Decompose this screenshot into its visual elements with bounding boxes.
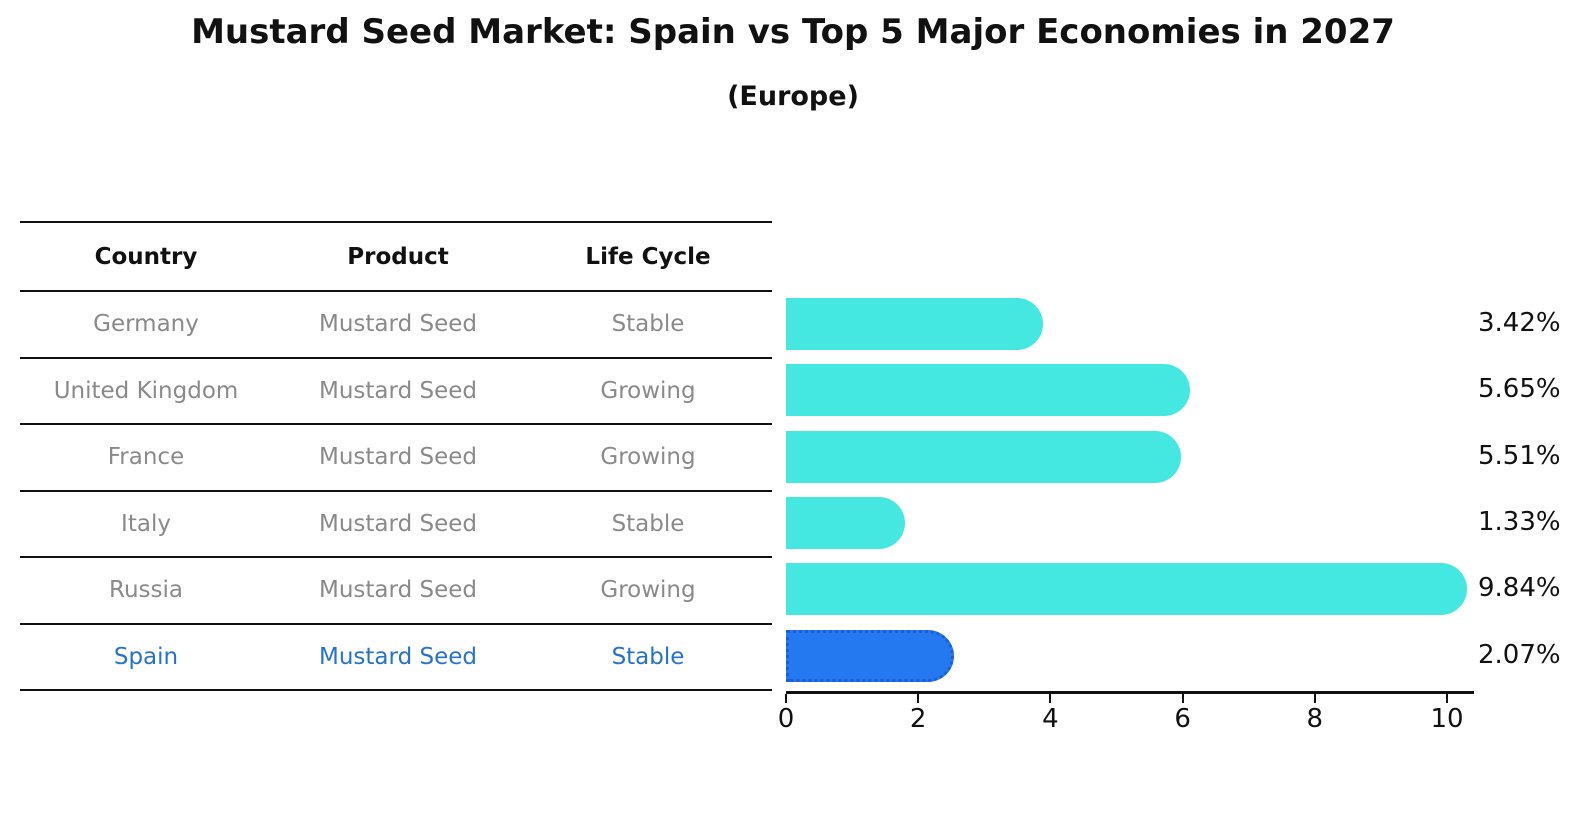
life-cycle-cell: Stable xyxy=(611,510,685,537)
table-row: Italy Mustard Seed Stable xyxy=(20,489,772,557)
x-axis-tick xyxy=(1313,694,1316,703)
x-axis-tick xyxy=(1049,694,1052,703)
life-cycle-cell: Growing xyxy=(600,444,696,471)
x-axis-tick-label: 2 xyxy=(909,704,927,734)
country-cell: Italy xyxy=(121,510,171,537)
bar-russia xyxy=(786,563,1468,616)
value-label: 5.65% xyxy=(1478,374,1561,405)
life-cycle-cell: Stable xyxy=(611,311,685,338)
column-header-product: Product xyxy=(347,243,449,270)
table-body: Germany Mustard Seed Stable United Kingdom M… xyxy=(20,290,772,689)
life-cycle-cell: Stable xyxy=(611,643,685,670)
country-cell: France xyxy=(107,444,185,471)
product-cell: Mustard Seed xyxy=(319,510,477,537)
x-axis-tick-label: 6 xyxy=(1174,704,1191,734)
bar-united-kingdom xyxy=(786,364,1191,417)
value-label: 9.84% xyxy=(1478,573,1561,604)
country-cell: Spain xyxy=(113,643,179,670)
chart-title: Mustard Seed Market: Spain vs Top 5 Majo… xyxy=(191,12,1395,52)
bar-france xyxy=(786,430,1182,483)
table-row: Germany Mustard Seed Stable xyxy=(20,290,772,357)
column-header-country: Country xyxy=(94,243,198,270)
x-axis-tick xyxy=(1446,694,1448,703)
x-axis-tick-label: 0 xyxy=(777,704,795,734)
table-row: Russia Mustard Seed Growing xyxy=(20,556,772,623)
life-cycle-cell: Growing xyxy=(600,577,696,604)
product-cell: Mustard Seed xyxy=(319,311,477,338)
column-header-life-cycle: Life Cycle xyxy=(585,243,711,270)
value-label: 2.07% xyxy=(1478,639,1561,670)
country-cell: Russia xyxy=(109,577,183,604)
country-cell: United Kingdom xyxy=(53,377,239,404)
product-cell: Mustard Seed xyxy=(319,643,477,670)
product-cell: Mustard Seed xyxy=(319,444,477,471)
value-label: 1.33% xyxy=(1478,506,1561,537)
x-axis-tick xyxy=(1181,694,1184,703)
x-axis-tick-label: 4 xyxy=(1042,704,1059,734)
country-table: Country Product Life Cycle Germany Mustar… xyxy=(20,221,772,691)
bar-italy xyxy=(786,496,905,549)
product-cell: Mustard Seed xyxy=(319,577,477,604)
country-cell: Germany xyxy=(93,311,199,338)
life-cycle-cell: Growing xyxy=(600,377,696,404)
chart-subtitle: (Europe) xyxy=(727,81,859,112)
x-axis-tick xyxy=(785,694,787,703)
table-row: France Mustard Seed Growing xyxy=(20,423,772,490)
table-row: United Kingdom Mustard Seed Growing xyxy=(20,356,772,424)
x-axis-tick xyxy=(917,694,920,703)
table-header-row: Country Product Life Cycle xyxy=(20,223,772,290)
value-label: 5.51% xyxy=(1478,440,1561,471)
x-axis-tick-label: 8 xyxy=(1306,704,1324,734)
x-axis-tick-label: 10 xyxy=(1430,704,1464,734)
product-cell: Mustard Seed xyxy=(319,377,477,404)
x-axis-line xyxy=(786,691,1474,694)
bar-spain xyxy=(786,629,954,682)
value-label: 3.42% xyxy=(1478,308,1561,338)
bar-germany xyxy=(786,298,1044,350)
table-row: Spain Mustard Seed Stable xyxy=(20,622,772,690)
